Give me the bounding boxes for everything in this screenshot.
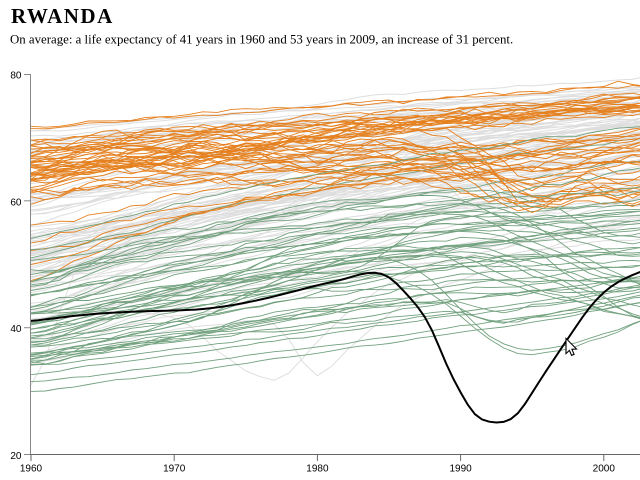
svg-text:60: 60: [10, 197, 22, 208]
svg-text:1990: 1990: [449, 464, 472, 475]
svg-text:RWANDA: RWANDA: [11, 4, 114, 28]
svg-text:40: 40: [10, 324, 22, 335]
svg-text:1980: 1980: [306, 464, 329, 475]
svg-text:1970: 1970: [163, 464, 186, 475]
svg-text:20: 20: [10, 451, 22, 462]
svg-text:1960: 1960: [20, 464, 43, 475]
svg-text:2000: 2000: [593, 464, 616, 475]
svg-text:80: 80: [10, 71, 22, 82]
svg-text:On average: a life expectancy: On average: a life expectancy of 41 year…: [10, 33, 513, 47]
